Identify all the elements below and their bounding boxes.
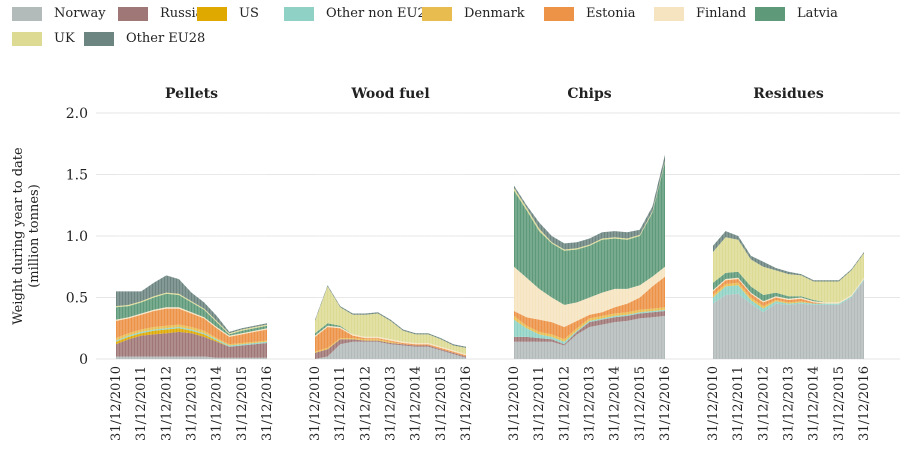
x-tick-label: 31/12/2015 [434, 366, 449, 441]
x-tick-label: 31/12/2014 [608, 366, 623, 441]
legend-item: Denmark [422, 6, 525, 21]
x-tick-label: 31/12/2016 [459, 366, 474, 441]
legend-item: US [197, 6, 259, 21]
legend-label: Estonia [586, 6, 636, 21]
x-tick-label: 31/12/2013 [782, 366, 797, 441]
y-tick-label: 0 [79, 352, 88, 368]
legend-swatch [544, 6, 574, 21]
area-finland [116, 307, 267, 337]
x-tick-label: 31/12/2015 [633, 366, 648, 441]
legend-swatch [118, 6, 148, 21]
legend-swatch [84, 31, 114, 46]
panel-chips: Chips 31/12/2010 31/12/2011 31/12/2012 31/12… [507, 86, 673, 441]
x-tick-label: 31/12/2011 [731, 366, 746, 441]
x-tick-label: 31/12/2012 [756, 366, 771, 441]
bar-texture [515, 113, 664, 359]
x-tick-label: 31/12/2010 [308, 366, 323, 441]
x-tick-label: 31/12/2013 [384, 366, 399, 441]
legend-swatch [197, 6, 227, 21]
x-tick-label: 31/12/2016 [857, 366, 872, 441]
legend-label: Denmark [464, 6, 525, 21]
legend-item: Russia [118, 6, 203, 21]
y-tick-label: 0.5 [66, 291, 88, 307]
y-axis-label-line-1: Weight during year to date [11, 147, 26, 325]
legend-swatch [12, 6, 42, 21]
legend-swatch [654, 6, 684, 21]
x-tick-label: 31/12/2010 [109, 366, 124, 441]
panel-title: Pellets [165, 86, 218, 102]
legend-swatch [12, 31, 42, 46]
x-tick-label: 31/12/2012 [159, 366, 174, 441]
area-other-eu28 [713, 231, 864, 282]
legend-label: Latvia [797, 6, 838, 21]
y-tick-label: 1.5 [66, 168, 88, 184]
panel-title: Chips [567, 86, 611, 102]
legend-label: US [239, 6, 259, 21]
x-tick-label: 31/12/2012 [358, 366, 373, 441]
x-tick-label: 31/12/2010 [507, 366, 522, 441]
area-estonia [315, 327, 466, 357]
legend-item: Estonia [544, 6, 636, 21]
legend-item: Finland [654, 6, 746, 21]
panel-wood-fuel: Wood fuel 31/12/2010 31/12/2011 31/12/2012 3… [308, 86, 474, 441]
x-tick-label: 31/12/2014 [210, 366, 225, 441]
panel-title: Residues [753, 86, 824, 102]
legend-label: Other non EU28 [326, 6, 434, 21]
legend-item: Other non EU28 [284, 6, 434, 21]
area-latvia [713, 271, 864, 303]
panel-pellets: Pellets 31/12/2010 31/12/2011 31/12/2012 31/… [109, 86, 275, 441]
bar-texture [117, 113, 266, 359]
y-axis: 0 0.5 1.0 1.5 2.0 [66, 106, 88, 368]
area-russia [315, 339, 466, 359]
panel-title: Wood fuel [350, 86, 429, 102]
legend: Norway Russia US Other non EU28 Denmark Eston… [12, 6, 902, 56]
x-tick-label: 31/12/2011 [134, 366, 149, 441]
area-denmark [713, 279, 864, 309]
y-axis-label-line-2: (million tonnes) [27, 184, 42, 288]
x-tick-label: 31/12/2013 [185, 366, 200, 441]
legend-item: UK [12, 31, 75, 46]
panel-residues: Residues 31/12/2010 31/12/2011 31/12/2012 31… [706, 86, 872, 441]
x-tick-label: 31/12/2011 [333, 366, 348, 441]
bar-texture [316, 113, 465, 359]
legend-item: Other EU28 [84, 31, 205, 46]
area-denmark [116, 324, 267, 346]
area-estonia [713, 279, 864, 307]
x-tick-label: 31/12/2010 [706, 366, 721, 441]
legend-label: UK [54, 31, 75, 46]
y-tick-label: 1.0 [66, 229, 88, 245]
legend-label: Norway [54, 6, 106, 21]
x-tick-label: 31/12/2015 [832, 366, 847, 441]
panels: Pellets 31/12/2010 31/12/2011 31/12/2012 31/… [109, 86, 872, 441]
area-finland [315, 325, 466, 356]
legend-label: Finland [696, 6, 747, 21]
bar-texture [714, 113, 863, 359]
y-tick-label: 2.0 [66, 106, 88, 122]
x-tick-label: 31/12/2015 [235, 366, 250, 441]
x-tick-label: 31/12/2012 [557, 366, 572, 441]
area-denmark [514, 307, 665, 342]
x-tick-label: 31/12/2016 [260, 366, 275, 441]
x-tick-label: 31/12/2011 [532, 366, 547, 441]
x-tick-label: 31/12/2014 [409, 366, 424, 441]
legend-label: Other EU28 [126, 31, 206, 46]
legend-swatch [422, 6, 452, 21]
legend-item: Norway [12, 6, 106, 21]
legend-label: Russia [160, 6, 204, 21]
legend-swatch [755, 6, 785, 21]
legend-item: Latvia [755, 6, 838, 21]
x-tick-label: 31/12/2013 [583, 366, 598, 441]
legend-swatch [284, 6, 314, 21]
x-tick-label: 31/12/2016 [658, 366, 673, 441]
x-tick-label: 31/12/2014 [807, 366, 822, 441]
